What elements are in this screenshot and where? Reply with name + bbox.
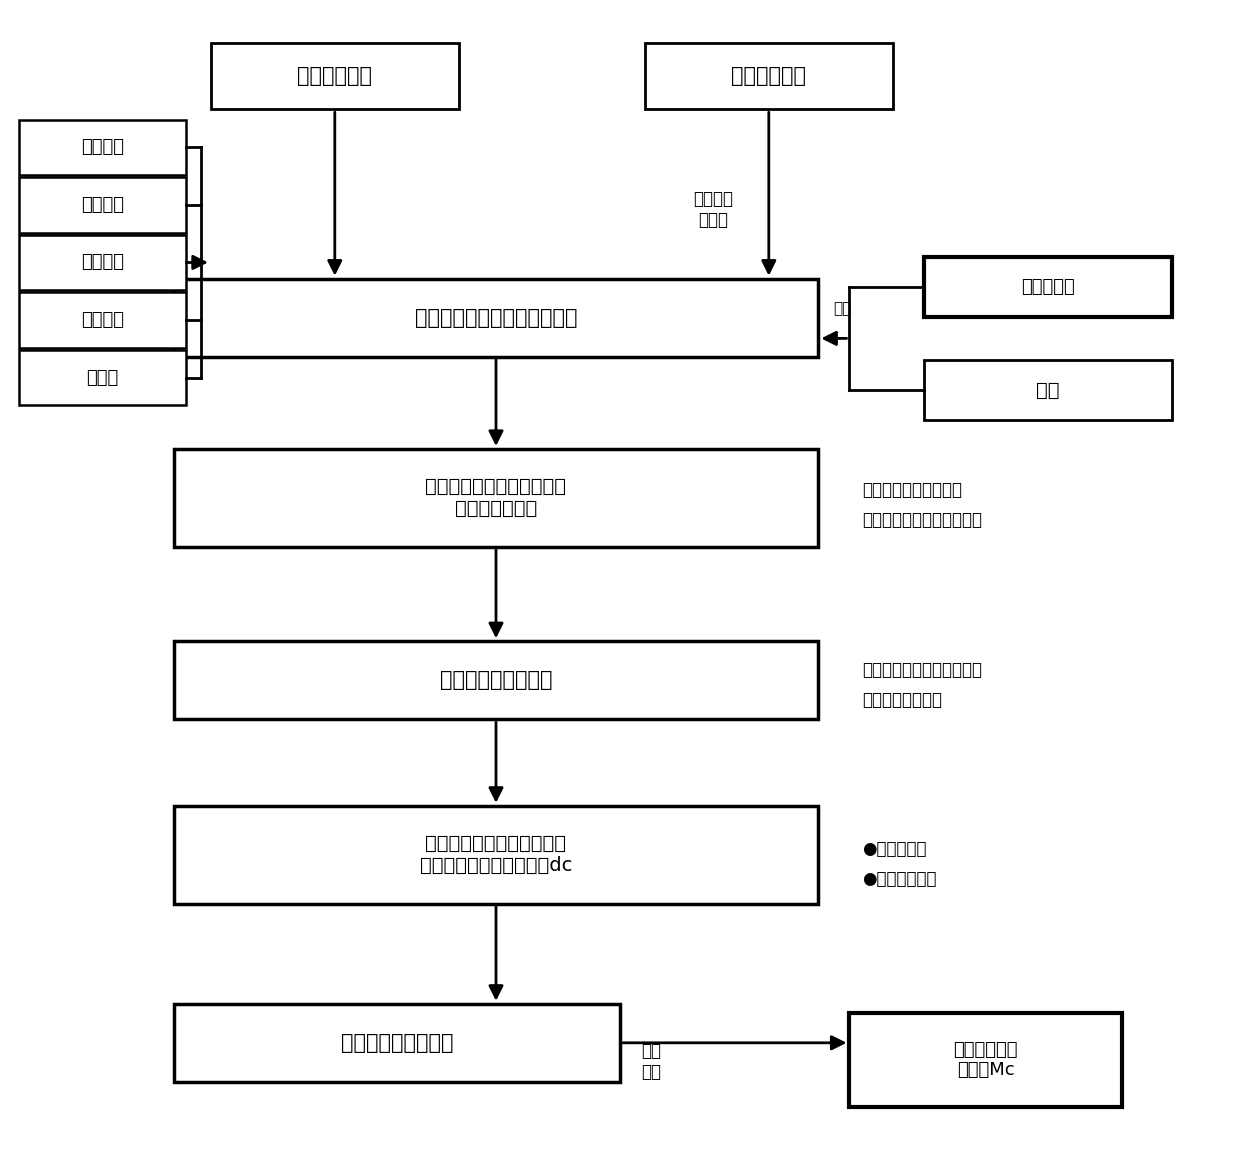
FancyBboxPatch shape <box>645 43 893 109</box>
Text: 微震信息收集: 微震信息收集 <box>732 66 806 86</box>
Text: 震级: 震级 <box>1037 381 1059 399</box>
FancyBboxPatch shape <box>924 257 1172 317</box>
FancyBboxPatch shape <box>174 641 818 719</box>
Text: 微震释放能: 微震释放能 <box>1021 277 1075 296</box>
FancyBboxPatch shape <box>19 350 186 405</box>
FancyBboxPatch shape <box>19 292 186 348</box>
FancyBboxPatch shape <box>174 279 818 357</box>
Text: 横轴：微震释放能对数: 横轴：微震释放能对数 <box>862 481 962 500</box>
Text: 中等岩爆: 中等岩爆 <box>81 253 124 272</box>
Text: 纵轴：能量对数值: 纵轴：能量对数值 <box>862 691 942 709</box>
FancyBboxPatch shape <box>174 449 818 547</box>
FancyBboxPatch shape <box>19 235 186 290</box>
FancyBboxPatch shape <box>174 1004 620 1082</box>
FancyBboxPatch shape <box>211 43 459 109</box>
FancyBboxPatch shape <box>924 360 1172 420</box>
Text: ●互无交叉，: ●互无交叉， <box>862 840 926 859</box>
Text: 同等级岩爆案例微震事件合并: 同等级岩爆案例微震事件合并 <box>414 307 578 328</box>
Text: 最小完整性震
级阈值Mc: 最小完整性震 级阈值Mc <box>954 1041 1018 1080</box>
FancyBboxPatch shape <box>19 177 186 233</box>
Text: 绘制不同等级岩爆案例的微
震能量级配曲线: 绘制不同等级岩爆案例的微 震能量级配曲线 <box>425 478 567 518</box>
Text: 岩爆案例选取: 岩爆案例选取 <box>298 66 372 86</box>
Text: 轻微岩爆: 轻微岩爆 <box>81 311 124 329</box>
Text: 对滤
震级: 对滤 震级 <box>641 1042 661 1081</box>
FancyBboxPatch shape <box>19 120 186 175</box>
FancyBboxPatch shape <box>849 1013 1122 1107</box>
Text: 强烈岩爆: 强烈岩爆 <box>81 196 124 214</box>
Text: 最小完整性能量阈值: 最小完整性能量阈值 <box>341 1032 453 1053</box>
Text: 孕育到发
生期间: 孕育到发 生期间 <box>693 190 733 229</box>
Text: 能量粒径曲线图绘制: 能量粒径曲线图绘制 <box>440 670 552 691</box>
Text: 依据不同等级岩爆能量粒径
曲线的空间分布情况确定dc: 依据不同等级岩爆能量粒径 曲线的空间分布情况确定dc <box>420 834 572 875</box>
Text: ●层层趋势一致: ●层层趋势一致 <box>862 870 936 889</box>
Text: 极强岩爆: 极强岩爆 <box>81 138 124 157</box>
Text: 横轴：级配曲线的不同粒径: 横轴：级配曲线的不同粒径 <box>862 661 982 679</box>
Text: 提取: 提取 <box>833 300 852 317</box>
FancyBboxPatch shape <box>174 806 818 904</box>
Text: 纵轴：微震事件累积百分比: 纵轴：微震事件累积百分比 <box>862 511 982 529</box>
Text: 无岩爆: 无岩爆 <box>86 368 119 387</box>
